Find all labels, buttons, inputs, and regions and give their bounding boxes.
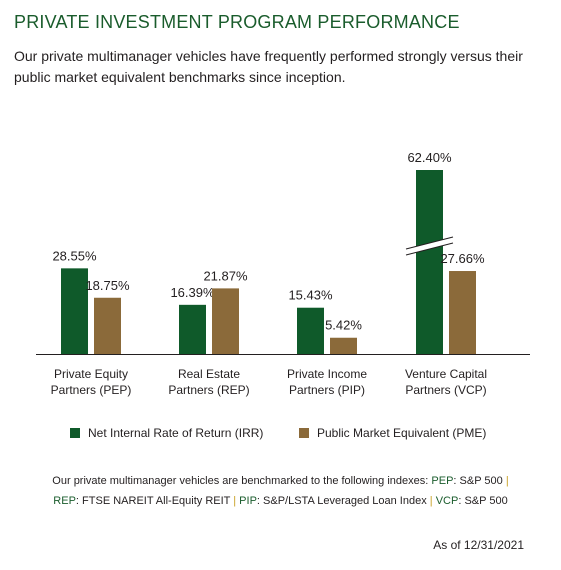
data-label-pme: 27.66% (440, 251, 485, 266)
data-label-irr: 28.55% (52, 248, 97, 263)
category-label: Private Equity (54, 367, 128, 381)
bar-pme (94, 297, 121, 354)
bar-irr (297, 307, 324, 354)
legend-item-pme: Public Market Equivalent (PME) (299, 426, 486, 440)
footnote-key-pep: PEP (431, 475, 454, 487)
footnote-colon: : (256, 495, 264, 507)
category-label: Partners (PEP) (51, 383, 132, 397)
footnote-separator: | (429, 495, 433, 507)
footnote-key-rep: REP (53, 495, 76, 507)
as-of-date: As of 12/31/2021 (433, 538, 524, 552)
category-label: Private Income (287, 367, 367, 381)
category-label: Partners (REP) (168, 383, 249, 397)
footnote-colon: : (75, 495, 83, 507)
bar-chart: 28.55% 16.39% 15.43% 62.40% 18.75% 21.87% 5.42… (36, 150, 530, 397)
data-label-irr: 15.43% (288, 288, 333, 303)
axis-break-line (405, 242, 454, 256)
data-label-pme: 18.75% (85, 278, 130, 293)
chart-subtitle: Our private multimanager vehicles have f… (14, 48, 523, 85)
bar-pme (330, 337, 357, 354)
data-label-irr: 16.39% (170, 285, 215, 300)
data-label-irr: 62.40% (407, 150, 452, 165)
footnote-separator: | (233, 495, 237, 507)
footnote-colon: : (458, 495, 465, 507)
category-label: Partners (VCP) (405, 383, 486, 397)
category-label: Real Estate (178, 367, 240, 381)
footnote-key-vcp: VCP (435, 495, 459, 507)
legend-swatch-pme (299, 428, 309, 438)
footnote-intro: Our private multimanager vehicles are be… (52, 475, 432, 487)
bar-pme (449, 271, 476, 354)
category-label: Venture Capital (405, 367, 487, 381)
axis-break-gap (406, 237, 453, 255)
footnote-separator: | (505, 475, 509, 487)
chart-title: PRIVATE INVESTMENT PROGRAM PERFORMANCE (14, 12, 460, 32)
axis-break-line (405, 236, 454, 250)
data-label-pme: 21.87% (203, 268, 248, 283)
bar-irr (179, 304, 206, 354)
legend-item-irr: Net Internal Rate of Return (IRR) (70, 426, 263, 440)
category-label: Partners (PIP) (289, 383, 365, 397)
benchmark-footnote: Our private multimanager vehicles are be… (20, 471, 541, 511)
legend-swatch-irr (70, 428, 80, 438)
footnote-key-pip: PIP (239, 495, 257, 507)
bar-irr (416, 170, 443, 354)
footnote-value-vcp: S&P 500 (464, 495, 508, 507)
footnote-colon: : (453, 475, 460, 487)
footnote-value-pip: S&P/LSTA Leveraged Loan Index (263, 495, 427, 507)
data-label-pme: 5.42% (325, 318, 362, 333)
footnote-value-rep: FTSE NAREIT All-Equity REIT (82, 495, 231, 507)
bar-pme (212, 288, 239, 354)
footnote-value-pep: S&P 500 (459, 475, 503, 487)
legend-label-irr: Net Internal Rate of Return (IRR) (88, 426, 264, 440)
legend-label-pme: Public Market Equivalent (PME) (317, 426, 487, 440)
bar-irr (61, 268, 88, 354)
